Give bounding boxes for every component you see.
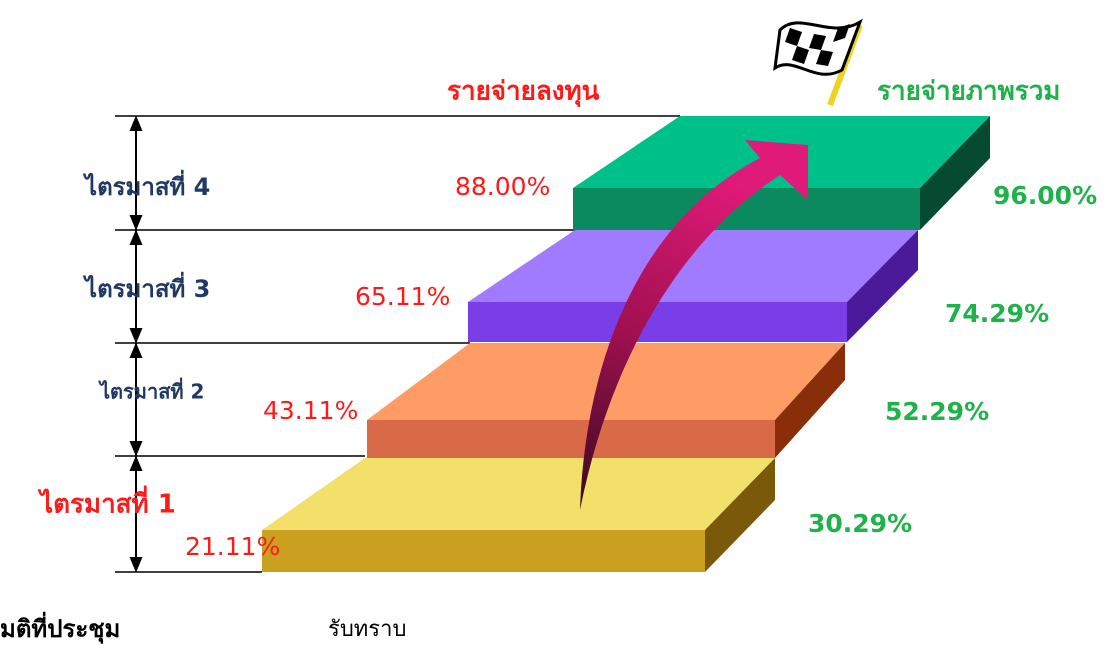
overall-percent: 52.29%	[885, 397, 989, 426]
quarter-label: ไตรมาสที่ 2	[98, 377, 204, 404]
footer-label: มติที่ประชุม	[0, 611, 120, 645]
capital-heading: รายจ่ายลงทุน	[447, 77, 600, 108]
capital-percent: 88.00%	[455, 172, 550, 201]
overall-percent: 30.29%	[808, 509, 912, 538]
guides	[115, 115, 680, 573]
stairs	[262, 116, 990, 572]
quarter-label: ไตรมาสที่ 1	[37, 485, 176, 520]
overall-percent: 96.00%	[993, 181, 1097, 210]
finish-flag	[773, 18, 863, 107]
quarter-label: ไตรมาสที่ 3	[82, 271, 210, 303]
quarter-label: ไตรมาสที่ 4	[82, 169, 210, 201]
overall-heading: รายจ่ายภาพรวม	[877, 77, 1060, 107]
capital-percent: 21.11%	[185, 532, 280, 561]
capital-percent: 43.11%	[263, 396, 358, 425]
footer-value: รับทราบ	[328, 617, 406, 642]
overall-percent: 74.29%	[945, 299, 1049, 328]
progress-arrow	[580, 140, 808, 510]
capital-percent: 65.11%	[355, 282, 450, 311]
